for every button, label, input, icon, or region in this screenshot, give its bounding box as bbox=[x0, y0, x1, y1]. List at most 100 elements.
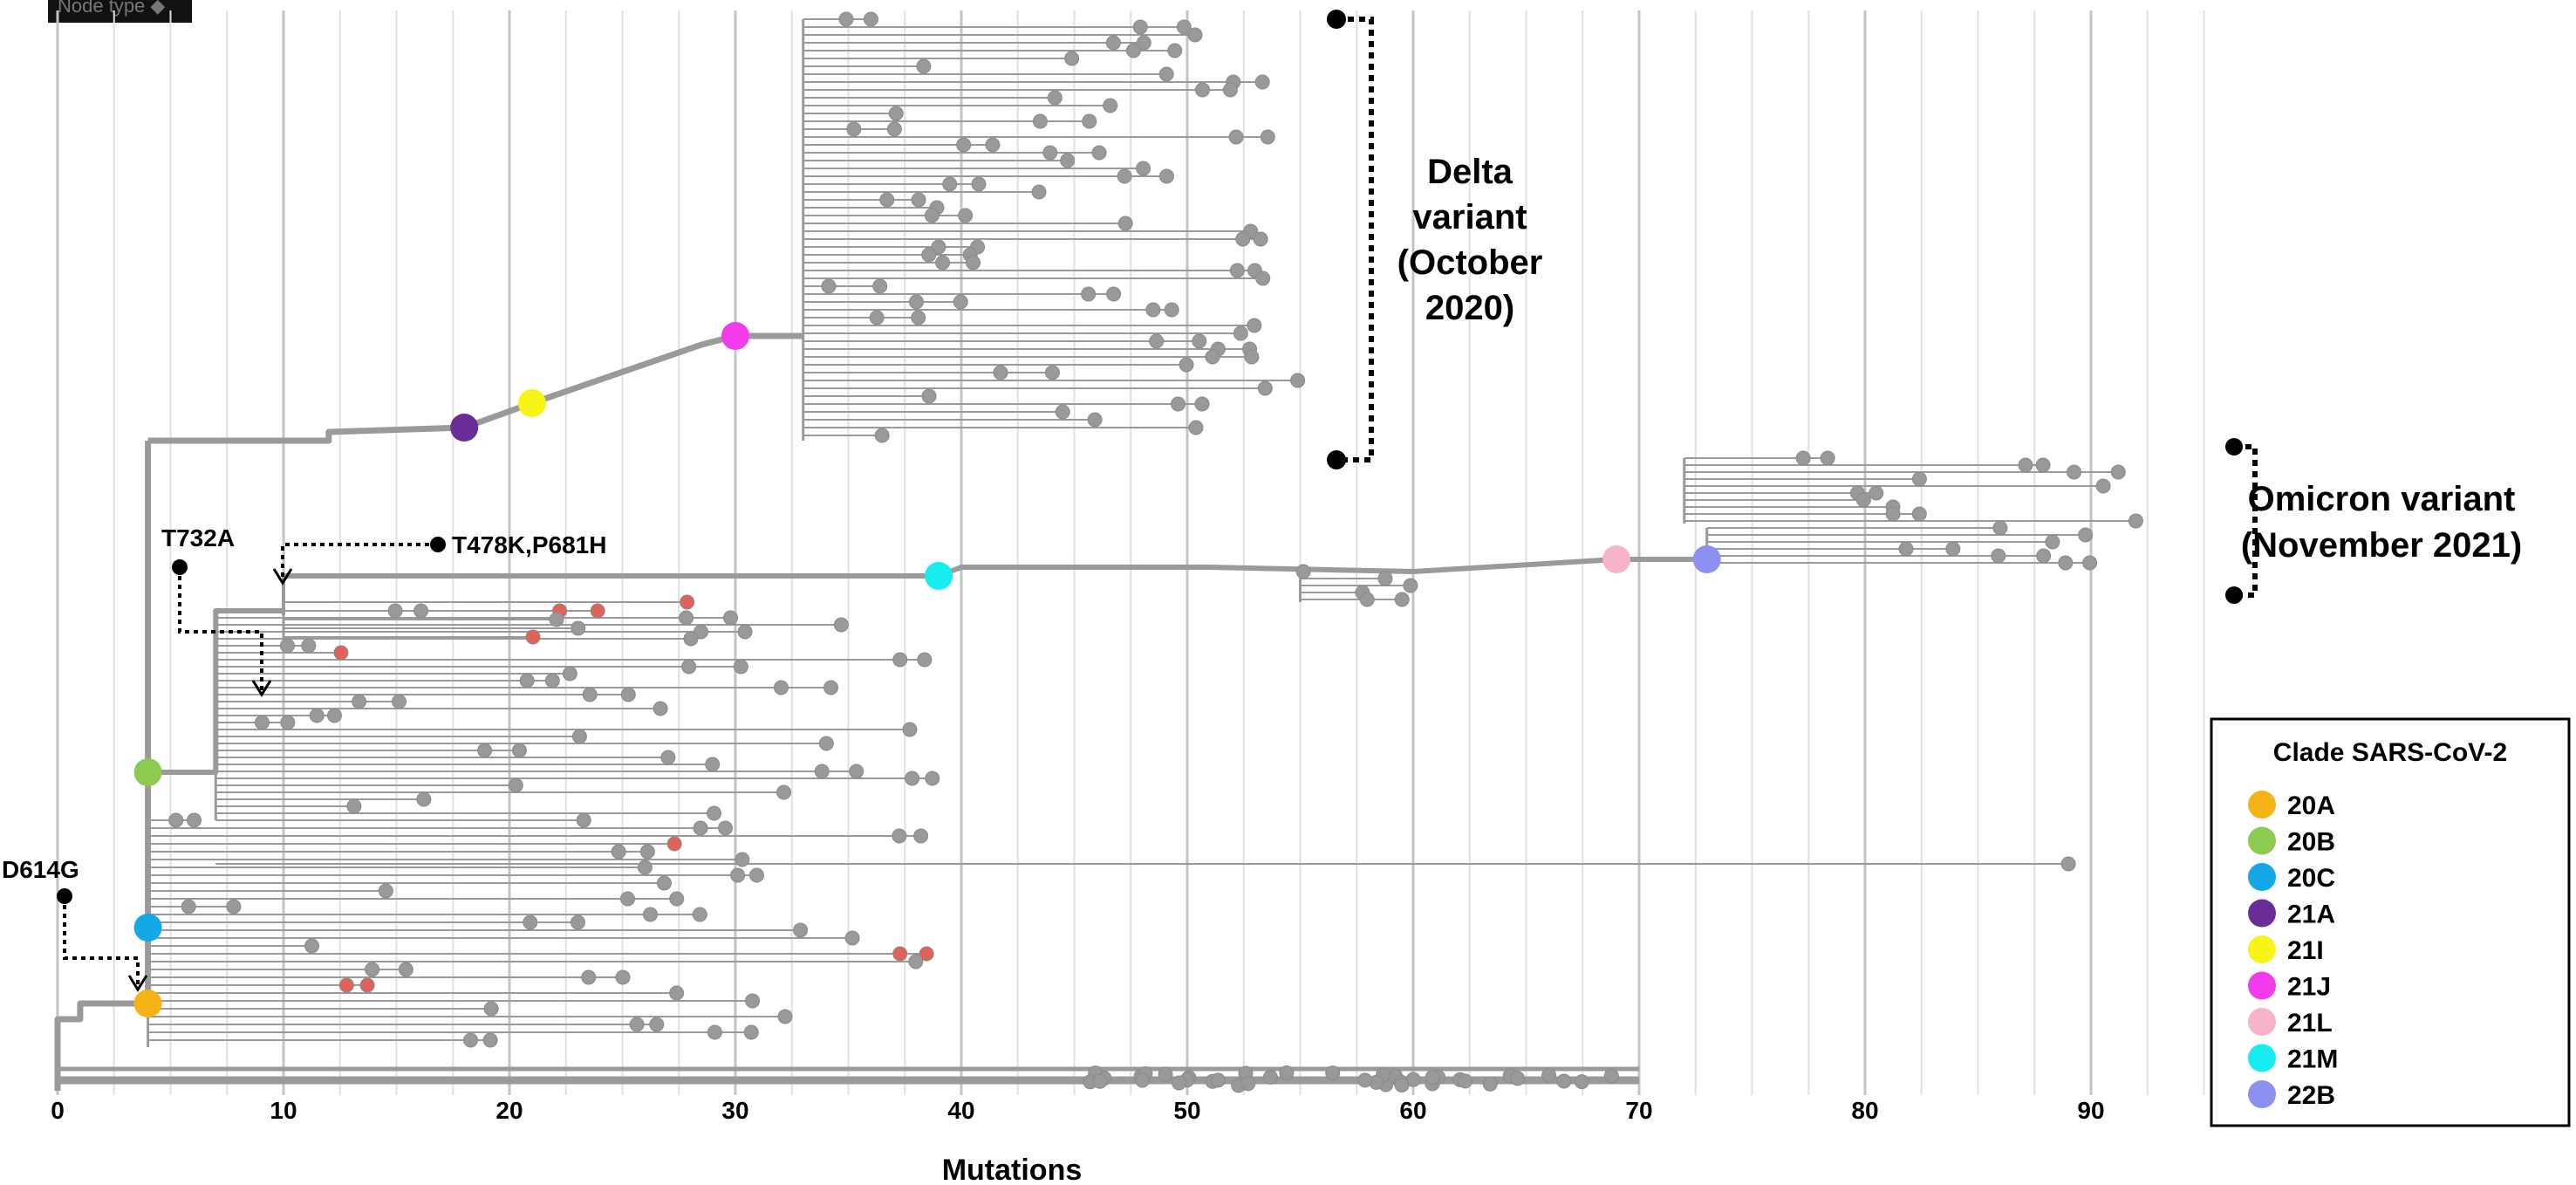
tip-node bbox=[693, 820, 708, 836]
tip-node bbox=[902, 722, 918, 737]
tip-node bbox=[818, 736, 834, 751]
tip-node bbox=[1105, 35, 1121, 51]
tip-node bbox=[549, 612, 564, 627]
legend-swatch bbox=[2248, 971, 2276, 1000]
tip-node bbox=[1192, 333, 1207, 349]
tip-node bbox=[1103, 98, 1118, 113]
tip-node bbox=[683, 631, 699, 647]
tick-label: 90 bbox=[2077, 1097, 2104, 1124]
tick-label: 50 bbox=[1173, 1097, 1200, 1124]
annotation-t732a-label: T732A bbox=[161, 524, 235, 551]
tip-node bbox=[1031, 184, 1047, 200]
tip-node bbox=[508, 777, 523, 793]
tip-node bbox=[254, 715, 270, 730]
legend-title: Clade SARS-CoV-2 bbox=[2273, 738, 2507, 767]
tip-node bbox=[571, 729, 587, 744]
tip-node bbox=[365, 962, 380, 977]
tip-node bbox=[707, 1024, 722, 1040]
tip-node bbox=[1132, 19, 1148, 35]
tip-node bbox=[378, 883, 393, 899]
tip-node bbox=[913, 828, 929, 844]
tip-node bbox=[735, 852, 750, 867]
tip-node bbox=[620, 687, 636, 702]
tip-node bbox=[730, 867, 746, 883]
tip-node bbox=[1210, 1072, 1226, 1088]
axis-title: Mutations bbox=[942, 1154, 1083, 1185]
legend-swatch bbox=[2248, 791, 2276, 819]
omicron-bracket bbox=[2225, 438, 2258, 604]
tip-node bbox=[1179, 357, 1194, 373]
tip-node bbox=[892, 828, 907, 844]
tip-node bbox=[1992, 520, 2008, 536]
tip-node bbox=[886, 121, 902, 137]
tip-node bbox=[1260, 129, 1275, 145]
tip-node bbox=[279, 638, 295, 654]
clade-marker-22b bbox=[1692, 545, 1721, 573]
tip-node bbox=[1158, 168, 1174, 184]
tip-node bbox=[1295, 564, 1311, 579]
tip-node bbox=[576, 812, 591, 828]
tip-node bbox=[1945, 541, 1961, 557]
tip-node bbox=[181, 899, 196, 914]
tip-node bbox=[1253, 231, 1268, 247]
legend-label: 21J bbox=[2287, 973, 2331, 1002]
tip-node bbox=[309, 708, 325, 723]
legend-label: 21A bbox=[2287, 901, 2335, 929]
legend-swatch bbox=[2248, 935, 2276, 963]
tip-node bbox=[1377, 571, 1393, 586]
tip-node bbox=[908, 294, 924, 310]
tip-node bbox=[1228, 129, 1244, 145]
tip-node bbox=[387, 603, 403, 619]
tip-node bbox=[611, 844, 626, 860]
tip-node bbox=[2067, 464, 2082, 480]
tip-node bbox=[971, 176, 987, 192]
arrow-head-icon bbox=[272, 568, 293, 586]
tip-node bbox=[1167, 43, 1183, 58]
tip-node bbox=[226, 899, 242, 914]
tip-node bbox=[863, 11, 878, 27]
clade-markers bbox=[133, 322, 1721, 1017]
clade-marker-21m bbox=[925, 562, 953, 590]
tip-node bbox=[1136, 161, 1151, 176]
tip-node bbox=[905, 771, 920, 786]
tip-node bbox=[879, 192, 895, 208]
tip-node bbox=[935, 255, 951, 271]
tip-node bbox=[1081, 286, 1097, 302]
tip-node bbox=[666, 836, 682, 852]
tip-node bbox=[1991, 548, 2006, 564]
tip-node bbox=[1235, 231, 1251, 247]
tip-node bbox=[2018, 457, 2033, 473]
tip-node bbox=[919, 946, 934, 962]
tip-node bbox=[1194, 396, 1210, 412]
annotation-connector bbox=[63, 896, 140, 986]
tip-node bbox=[333, 645, 349, 661]
annotation-t478k-label: T478K,P681H bbox=[452, 531, 606, 558]
tip-node bbox=[892, 946, 908, 962]
svg-text:(November 2021): (November 2021) bbox=[2241, 526, 2522, 565]
tip-node bbox=[680, 594, 695, 610]
svg-text:variant: variant bbox=[1412, 198, 1527, 236]
tip-node bbox=[629, 1017, 645, 1032]
tip-node bbox=[571, 620, 586, 636]
tip-node bbox=[1060, 153, 1076, 168]
node-type-selector[interactable]: Node type ◆ bbox=[48, 0, 192, 23]
legend-label: 22B bbox=[2287, 1081, 2335, 1110]
tip-node bbox=[776, 784, 791, 800]
clade-marker-21l bbox=[1602, 545, 1631, 573]
legend: Clade SARS-CoV-2 20A 20B 20C 21A 21I 21J 21L 21… bbox=[2210, 717, 2571, 1127]
branch bbox=[54, 1000, 148, 1091]
tip-node bbox=[722, 610, 738, 626]
tip-node bbox=[1603, 1068, 1619, 1084]
tip-node bbox=[1869, 485, 1884, 501]
tip-node bbox=[523, 914, 538, 930]
tip-node bbox=[590, 603, 605, 619]
tip-node bbox=[1032, 113, 1048, 129]
legend-swatch bbox=[2248, 826, 2276, 855]
tip-node bbox=[705, 757, 721, 772]
tip-node bbox=[869, 310, 885, 325]
tip-node bbox=[692, 907, 707, 922]
tick-label: 80 bbox=[1851, 1097, 1878, 1124]
tip-node bbox=[1233, 325, 1248, 341]
tip-node bbox=[1145, 302, 1161, 318]
tip-node bbox=[1229, 263, 1245, 278]
